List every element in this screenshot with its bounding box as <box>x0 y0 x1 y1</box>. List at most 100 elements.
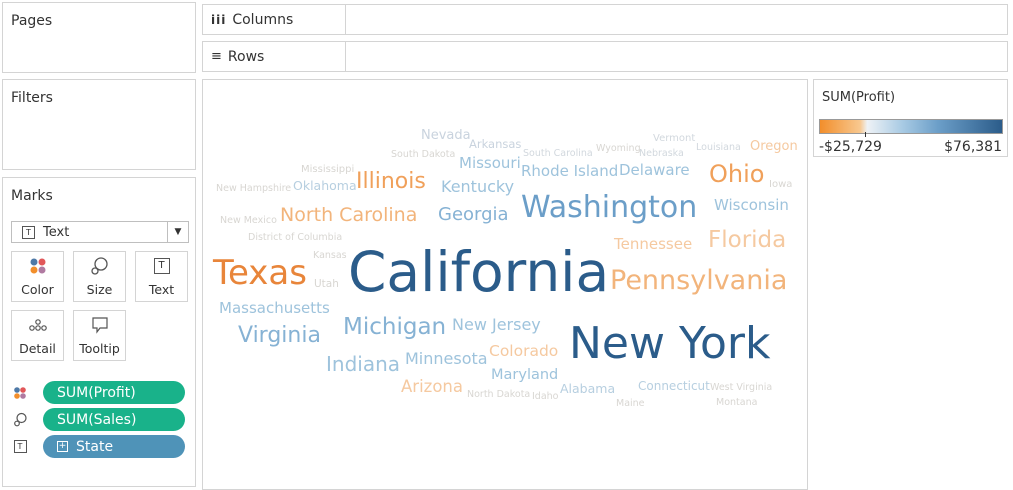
filters-title: Filters <box>11 90 53 106</box>
size-button[interactable]: Size <box>73 251 126 302</box>
word-cloud-view[interactable]: Nevada Arkansas Vermont South Dakota Sou… <box>202 79 808 490</box>
state-word[interactable]: District of Columbia <box>248 232 343 243</box>
state-word[interactable]: Illinois <box>356 169 426 194</box>
state-word[interactable]: New York <box>569 318 771 369</box>
state-word[interactable]: Florida <box>708 227 787 253</box>
state-word[interactable]: Washington <box>521 190 698 225</box>
rows-label: Rows <box>227 48 265 65</box>
state-word[interactable]: Kentucky <box>441 177 515 196</box>
state-word[interactable]: Delaware <box>619 161 690 179</box>
state-word[interactable]: Oklahoma <box>293 178 357 193</box>
rows-icon: ≡ <box>211 49 222 64</box>
shelf-divider <box>345 5 346 34</box>
color-label: Color <box>21 282 54 297</box>
state-word[interactable]: Nebraska <box>639 148 684 159</box>
state-word[interactable]: Montana <box>716 397 758 408</box>
pill-label: SUM(Sales) <box>57 411 137 428</box>
shelf-divider <box>345 42 346 71</box>
pages-shelf[interactable]: Pages <box>2 2 196 73</box>
state-word[interactable]: New Hampshire <box>216 183 292 194</box>
color-button[interactable]: Color <box>11 251 64 302</box>
state-word[interactable]: Colorado <box>489 342 559 360</box>
state-word[interactable]: South Carolina <box>523 148 593 159</box>
state-word[interactable]: Maryland <box>491 367 559 383</box>
state-word[interactable]: North Dakota <box>467 389 531 400</box>
mark-type-value: Text <box>43 224 70 240</box>
text-mark-icon: T <box>22 225 35 239</box>
state-word[interactable]: West Virginia <box>710 382 773 393</box>
pill-label: SUM(Profit) <box>57 384 136 401</box>
text-icon: T <box>153 258 170 274</box>
marks-title: Marks <box>11 188 53 204</box>
marks-pill-row: SUM(Profit) <box>11 381 185 404</box>
columns-icon: iii <box>211 12 227 27</box>
color-icon <box>30 258 45 274</box>
marks-pill-row: SUM(Sales) <box>11 408 185 431</box>
profit-pill[interactable]: SUM(Profit) <box>43 381 185 404</box>
detail-label: Detail <box>19 341 56 356</box>
size-icon <box>13 412 27 427</box>
state-word[interactable]: Mississippi <box>301 164 355 175</box>
state-word[interactable]: South Dakota <box>391 149 456 160</box>
text-icon: T <box>13 440 27 453</box>
text-button[interactable]: T Text <box>135 251 188 302</box>
state-word[interactable]: Rhode Island <box>521 162 619 180</box>
state-word[interactable]: Iowa <box>769 179 793 190</box>
pill-label: State <box>76 438 114 455</box>
rows-shelf[interactable]: ≡ Rows <box>202 41 1008 72</box>
state-word[interactable]: Kansas <box>313 250 347 261</box>
state-word[interactable]: Nevada <box>421 128 471 143</box>
size-icon <box>90 257 108 275</box>
state-word[interactable]: Utah <box>314 278 339 290</box>
state-word[interactable]: Missouri <box>459 154 521 172</box>
sales-pill[interactable]: SUM(Sales) <box>43 408 185 431</box>
state-word[interactable]: Maine <box>616 398 645 409</box>
detail-button[interactable]: Detail <box>11 310 64 361</box>
state-word[interactable]: New Mexico <box>220 215 277 226</box>
state-word[interactable]: Ohio <box>709 160 765 188</box>
state-word[interactable]: Wisconsin <box>714 196 789 214</box>
state-word[interactable]: California <box>348 240 610 304</box>
legend-zero-tick <box>865 132 866 137</box>
columns-shelf[interactable]: iii Columns <box>202 4 1008 35</box>
color-legend[interactable]: SUM(Profit) -$25,729 $76,381 <box>813 79 1008 157</box>
filters-shelf[interactable]: Filters <box>2 79 196 170</box>
legend-min: -$25,729 <box>819 139 882 155</box>
state-word[interactable]: Alabama <box>560 381 616 396</box>
state-word[interactable]: Wyoming <box>596 143 641 154</box>
legend-title: SUM(Profit) <box>822 90 896 105</box>
state-word[interactable]: Massachusetts <box>219 299 330 317</box>
columns-label: Columns <box>232 11 294 28</box>
state-word[interactable]: Idaho <box>532 391 559 402</box>
state-word[interactable]: Oregon <box>750 139 798 154</box>
state-word[interactable]: Tennessee <box>614 235 693 253</box>
state-word[interactable]: Michigan <box>343 314 447 340</box>
color-icon <box>14 386 26 399</box>
state-word[interactable]: Georgia <box>438 204 509 225</box>
state-word[interactable]: Arkansas <box>469 137 522 151</box>
plus-box-icon[interactable]: + <box>57 441 68 452</box>
tooltip-label: Tooltip <box>79 341 120 356</box>
state-word[interactable]: Vermont <box>653 133 696 144</box>
tooltip-icon <box>91 317 108 334</box>
state-word[interactable]: Virginia <box>238 323 321 348</box>
chevron-down-icon[interactable]: ▼ <box>167 222 188 242</box>
legend-gradient <box>819 119 1003 134</box>
marks-pill-row: T + State <box>11 435 185 458</box>
state-word[interactable]: North Carolina <box>280 204 418 226</box>
state-word[interactable]: Pennsylvania <box>610 265 788 296</box>
state-word[interactable]: Texas <box>213 253 307 293</box>
text-label: Text <box>148 282 175 297</box>
state-word[interactable]: Louisiana <box>696 142 741 153</box>
detail-icon <box>28 319 47 331</box>
pages-title: Pages <box>11 13 53 29</box>
state-word[interactable]: Indiana <box>326 352 401 376</box>
tooltip-button[interactable]: Tooltip <box>73 310 126 361</box>
mark-type-dropdown[interactable]: T Text ▼ <box>11 221 189 243</box>
legend-max: $76,381 <box>944 139 1002 155</box>
state-word[interactable]: Connecticut <box>638 379 710 393</box>
state-pill[interactable]: + State <box>43 435 185 458</box>
state-word[interactable]: New Jersey <box>452 315 541 334</box>
state-word[interactable]: Arizona <box>401 377 463 396</box>
state-word[interactable]: Minnesota <box>405 349 488 368</box>
